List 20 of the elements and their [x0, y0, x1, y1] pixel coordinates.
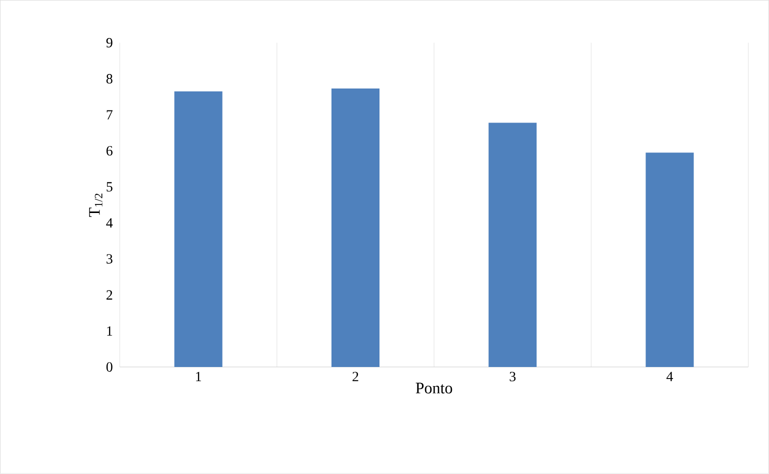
- y-tick-label: 1: [107, 326, 112, 336]
- x-tick-label: 3: [510, 372, 516, 382]
- x-tick-label: 4: [666, 372, 674, 382]
- y-tick-label: 2: [106, 290, 112, 300]
- bar: [174, 91, 222, 368]
- y-tick-label: 6: [106, 146, 113, 156]
- y-tick-label: 4: [106, 218, 113, 228]
- x-tick-label: 1: [196, 372, 202, 382]
- x-tick-label: 2: [352, 372, 358, 382]
- y-tick-label: 8: [106, 74, 112, 84]
- bar: [488, 122, 537, 368]
- bar: [646, 152, 694, 368]
- x-axis-title: Ponto: [416, 382, 452, 394]
- y-tick-label: 9: [106, 38, 112, 48]
- y-axis-title: T$_{1/2}$: [89, 194, 102, 217]
- y-tick-label: 0: [106, 362, 112, 372]
- y-tick-label: 7: [106, 110, 113, 120]
- y-tick-label: 5: [106, 182, 112, 192]
- y-tick-label: 3: [106, 254, 112, 264]
- bar: [331, 88, 380, 368]
